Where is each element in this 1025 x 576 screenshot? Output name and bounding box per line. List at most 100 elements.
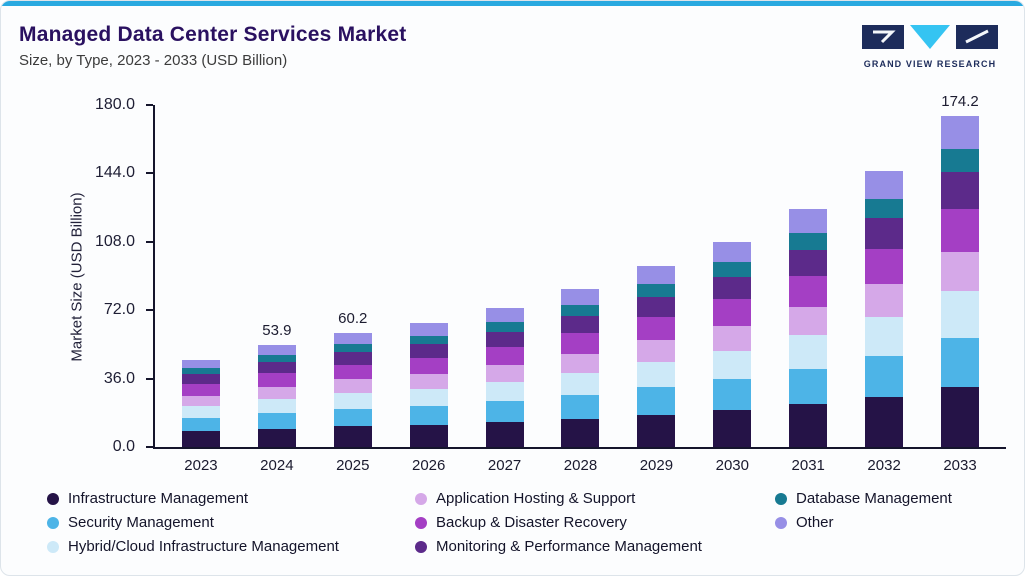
bar-2029: 2029 — [618, 105, 694, 474]
legend-swatch — [415, 492, 427, 505]
x-tick-label: 2029 — [639, 457, 674, 474]
grand-view-research-logo-icon — [860, 25, 1000, 55]
bar-segment — [637, 362, 676, 388]
bar-segment — [409, 323, 448, 336]
bar-segment — [713, 241, 752, 263]
bar-2027: 2027 — [467, 105, 543, 474]
chart-legend: Infrastructure Management Security Manage… — [47, 490, 1007, 555]
bar-segment — [561, 305, 600, 317]
y-tick-label: 108.0 — [94, 232, 135, 250]
bar-segment — [181, 395, 220, 406]
bar-segment — [333, 426, 372, 447]
bar-segment — [637, 284, 676, 297]
legend-label: Backup & Disaster Recovery — [436, 514, 627, 531]
bar-segment — [865, 248, 904, 285]
bar-segment — [257, 373, 296, 387]
y-tick-mark — [146, 377, 153, 380]
y-tick-mark — [146, 104, 153, 106]
bar-segment — [561, 418, 600, 447]
bar-total-label: 60.2 — [338, 309, 368, 327]
x-tick-label: 2031 — [791, 457, 825, 474]
bar-stack — [561, 289, 600, 447]
bar-segment — [257, 354, 296, 363]
y-tick-label: 72.0 — [103, 301, 135, 319]
bar-segment — [561, 394, 600, 419]
bar-segment — [561, 289, 600, 306]
bar-segment — [485, 381, 524, 402]
legend-swatch — [775, 516, 787, 529]
bar-2028: 2028 — [543, 105, 619, 474]
bar-stack — [409, 323, 448, 447]
bar-segment — [257, 362, 296, 374]
x-tick-label: 2028 — [563, 457, 598, 474]
bar-segment — [789, 232, 828, 250]
bar-segment — [181, 418, 220, 432]
y-tick-mark — [146, 172, 153, 175]
bar-segment — [561, 372, 600, 395]
bar-segment — [941, 149, 980, 173]
y-axis-ticks: 0.0 36.0 72.0 108.0 144.0 180.0 — [1, 96, 153, 455]
bar-segment — [941, 116, 980, 150]
bar-segment — [941, 208, 980, 252]
y-tick-label: 144.0 — [94, 164, 135, 182]
legend-swatch — [47, 516, 59, 529]
bar-total-label: 174.2 — [941, 93, 979, 111]
legend-item: Database Management — [775, 490, 1007, 507]
bar-segment — [865, 198, 904, 219]
top-accent-strip — [1, 1, 1024, 6]
bar-segment — [865, 284, 904, 318]
bar-segment — [409, 374, 448, 389]
bar-segment — [713, 326, 752, 351]
bar-segment — [333, 364, 372, 380]
bar-segment — [789, 335, 828, 369]
bar-segment — [333, 409, 372, 427]
bar-segment — [181, 431, 220, 447]
legend-item: Hybrid/Cloud Infrastructure Management — [47, 538, 415, 555]
bar-segment — [257, 386, 296, 399]
x-tick-label: 2033 — [943, 457, 977, 474]
y-tick-label: 180.0 — [94, 96, 135, 113]
bar-segment — [485, 422, 524, 447]
y-tick-mark — [146, 446, 153, 448]
bar-segment — [789, 275, 828, 307]
bar-segment — [333, 344, 372, 353]
bar-segment — [713, 276, 752, 300]
bar-segment — [257, 413, 296, 429]
bar-segment — [409, 406, 448, 425]
bar-segment — [485, 347, 524, 366]
bar-segment — [333, 379, 372, 394]
x-tick-label: 2026 — [411, 457, 446, 474]
header: Managed Data Center Services Market Size… — [19, 23, 1006, 69]
x-tick-label: 2030 — [715, 457, 749, 474]
bar-segment — [409, 357, 448, 375]
bar-segment — [713, 262, 752, 277]
bar-segment — [637, 414, 676, 447]
legend-label: Application Hosting & Support — [436, 490, 636, 507]
bar-segment — [181, 384, 220, 396]
page-subtitle: Size, by Type, 2023 - 2033 (USD Billion) — [19, 52, 288, 69]
bar-segment — [485, 322, 524, 332]
bar-segment — [789, 404, 828, 447]
bar-segment — [257, 428, 296, 447]
bar-stack: 60.2 — [333, 310, 372, 447]
bar-segment — [637, 266, 676, 285]
bar-segment — [257, 398, 296, 414]
legend-item: Application Hosting & Support — [415, 490, 775, 507]
bar-2025: 60.2 2025 — [315, 105, 391, 474]
legend-item: Security Management — [47, 514, 415, 531]
legend-label: Monitoring & Performance Management — [436, 538, 702, 555]
x-tick-label: 2032 — [867, 457, 901, 474]
bar-segment — [941, 337, 980, 388]
y-tick-label: 0.0 — [112, 438, 135, 455]
bar-segment — [333, 352, 372, 365]
legend-label: Security Management — [68, 514, 214, 531]
bar-2024: 53.9 2024 — [239, 105, 315, 474]
bar-segment — [485, 401, 524, 423]
legend-column: Infrastructure Management Security Manage… — [47, 490, 415, 555]
bar-segment — [865, 171, 904, 199]
legend-column: Application Hosting & Support Backup & Di… — [415, 490, 775, 555]
legend-item: Infrastructure Management — [47, 490, 415, 507]
bar-segment — [713, 410, 752, 447]
x-tick-label: 2025 — [336, 457, 370, 474]
